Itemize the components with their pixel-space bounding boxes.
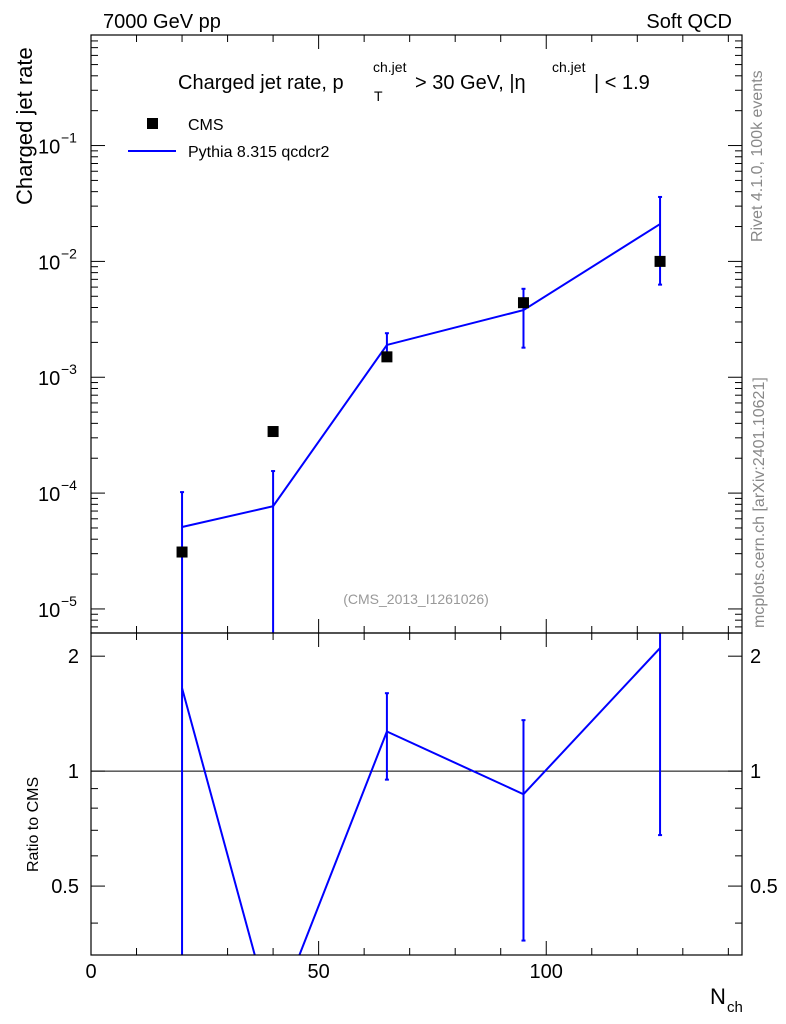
y-axis-label: Charged jet rate — [12, 47, 37, 205]
header-left: 7000 GeV pp — [103, 11, 221, 33]
legend: CMS Pythia 8.315 qcdcr2 — [128, 117, 330, 161]
ratio-y-axis-label: Ratio to CMS — [25, 777, 42, 872]
cms-data-point — [267, 426, 279, 438]
x-tick-label: 100 — [530, 961, 563, 983]
chart-title: Charged jet rate, p ch.jet T > 30 GeV, |… — [178, 59, 650, 104]
y-tick-label-exponent: −1 — [61, 130, 77, 146]
ratio-tick-label-right: 1 — [750, 761, 761, 783]
x-tick-label: 50 — [307, 961, 329, 983]
x-axis-label: N ch — [710, 984, 743, 1016]
ratio-tick-label-left: 2 — [68, 646, 79, 668]
y-tick-label-exponent: −3 — [61, 361, 77, 377]
rivet-label: Rivet 4.1.0, 100k events — [749, 70, 766, 242]
y-tick-label: 10 — [38, 252, 60, 274]
ratio-line-segment — [298, 731, 388, 956]
ratio-plot-series — [181, 633, 663, 956]
legend-cms-marker — [147, 118, 158, 129]
x-axis-label-sub: ch — [727, 999, 743, 1016]
mc-line — [181, 223, 661, 528]
mcplots-label: mcplots.cern.ch [arXiv:2401.10621] — [751, 377, 768, 628]
title-prefix: Charged jet rate, p — [178, 72, 344, 94]
title-pt-sup: ch.jet — [373, 59, 407, 75]
title-middle: > 30 GeV, |η — [415, 72, 526, 94]
y-tick-label: 10 — [38, 600, 60, 622]
header-right: Soft QCD — [646, 11, 732, 33]
y-tick-label: 10 — [38, 368, 60, 390]
ratio-y-axis: 0.5 0.5 1 1 2 2 — [51, 646, 778, 924]
y-tick-label: 10 — [38, 484, 60, 506]
ratio-tick-label-left: 1 — [68, 761, 79, 783]
ratio-tick-label-right: 0.5 — [750, 876, 778, 898]
cms-data-point — [654, 255, 666, 267]
ratio-line-segment — [386, 730, 524, 796]
legend-cms-label: CMS — [188, 117, 224, 134]
title-pt-sub: T — [374, 88, 383, 104]
cms-data-point — [381, 351, 393, 363]
x-tick-label: 0 — [85, 961, 96, 983]
ratio-line-segment — [181, 687, 256, 956]
y-tick-label-exponent: −5 — [61, 593, 77, 609]
x-axis-label-main: N — [710, 984, 726, 1009]
title-suffix: | < 1.9 — [594, 72, 650, 94]
title-eta-sup: ch.jet — [552, 59, 586, 75]
ratio-plot-frame — [90, 632, 743, 956]
ratio-tick-label-right: 2 — [750, 646, 761, 668]
y-tick-label: 10 — [38, 137, 60, 159]
ratio-line-segment — [522, 647, 661, 795]
cms-data-point — [176, 546, 188, 558]
cms-data-point — [517, 297, 529, 309]
y-tick-label-exponent: −2 — [61, 245, 77, 261]
analysis-watermark: (CMS_2013_I1261026) — [343, 591, 489, 607]
y-tick-label-exponent: −4 — [61, 477, 77, 493]
main-plot-series — [176, 195, 666, 633]
main-y-axis: 10−510−410−310−210−1 — [38, 34, 742, 628]
legend-mc-label: Pythia 8.315 qcdcr2 — [188, 144, 330, 161]
ratio-tick-label-left: 0.5 — [51, 876, 79, 898]
